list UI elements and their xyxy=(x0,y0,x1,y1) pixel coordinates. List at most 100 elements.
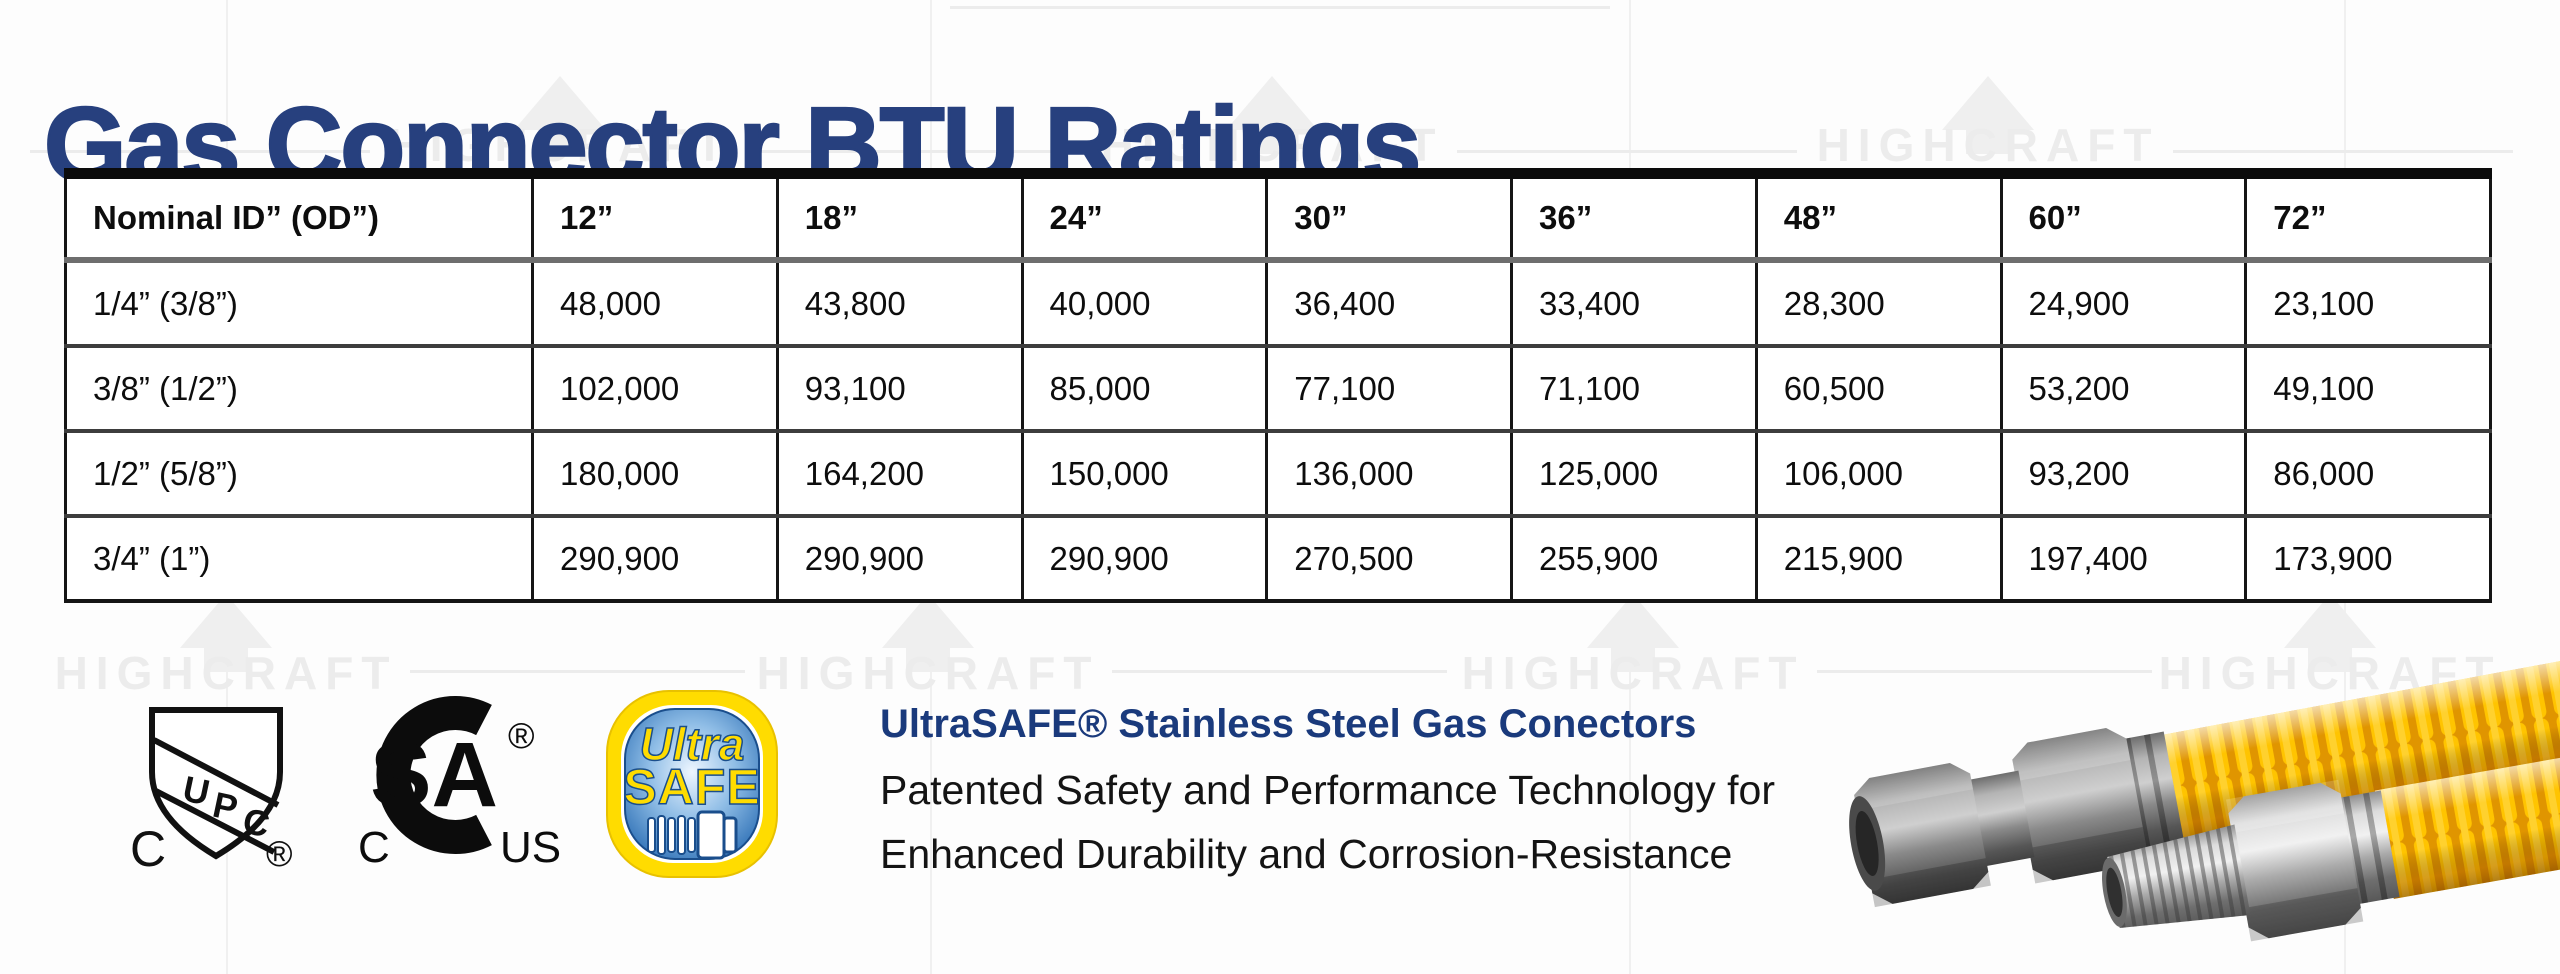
btu-value-cell: 215,900 xyxy=(1754,514,2001,601)
neck xyxy=(1967,770,2035,867)
highcraft-arrow-icon xyxy=(2284,594,2376,674)
watermark-dash xyxy=(410,670,745,673)
btu-value-cell: 150,000 xyxy=(1020,429,1267,516)
watermark-dash xyxy=(30,150,370,153)
table-row: 3/4” (1”) 290,900 290,900 290,900 270,500 255… xyxy=(65,514,2491,601)
btu-value-cell: 71,100 xyxy=(1510,344,1757,431)
btu-value-cell: 270,500 xyxy=(1265,514,1512,601)
btu-value-cell: 85,000 xyxy=(1020,344,1267,431)
highcraft-arrow-icon xyxy=(1226,76,1318,156)
csa-certification-logo: SA ® C US xyxy=(358,696,560,872)
row-label: 3/4” (1”) xyxy=(65,514,533,601)
btu-value-cell: 180,000 xyxy=(531,429,778,516)
table-row: 1/4” (3/8”) 48,000 43,800 40,000 36,400 33,40… xyxy=(66,260,2491,346)
highcraft-watermark: HIGHCRAFT xyxy=(54,647,398,699)
csa-monogram: SA xyxy=(370,724,498,826)
row-label: 1/4” (3/8”) xyxy=(93,284,238,322)
ultrasafe-line1: Ultra xyxy=(640,718,745,770)
btu-value-cell: 102,000 xyxy=(531,344,778,431)
btu-value-cell: 93,200 xyxy=(1999,429,2246,516)
watermark-dash xyxy=(1817,670,2152,673)
btu-value-cell: 77,100 xyxy=(1265,344,1512,431)
product-heading: UltraSAFE® Stainless Steel Gas Conectors xyxy=(880,702,1697,746)
hex-nut xyxy=(2012,727,2147,881)
highcraft-watermark: HIGHCRAFT xyxy=(1100,119,1444,171)
description-line1: Patented Safety and Performance Technolo… xyxy=(880,767,1775,813)
btu-value-cell: 36,400 xyxy=(1265,260,1512,346)
column-header: 36” xyxy=(1510,173,1757,263)
column-header: 24” xyxy=(1020,173,1267,263)
table-row: 3/8” (1/2”) 102,000 93,100 85,000 77,100 71,1… xyxy=(65,344,2491,431)
registered-trademark-icon: ® xyxy=(266,833,293,874)
btu-value-cell: 197,400 xyxy=(1999,514,2246,601)
table-body: 1/4” (3/8”) 48,000 43,800 40,000 36,400 33,40… xyxy=(65,260,2491,601)
ultrasafe-line2: SAFE xyxy=(623,759,760,815)
highcraft-arrow-icon xyxy=(180,594,272,674)
csa-c-mark: C xyxy=(358,823,390,872)
upper-connector xyxy=(1849,612,2560,908)
watermark-dash xyxy=(2173,150,2513,153)
column-header: 60” xyxy=(1999,173,2246,263)
upc-c-mark: C xyxy=(130,821,166,877)
highcraft-watermark: HIGHCRAFT xyxy=(756,647,1100,699)
upc-band-line xyxy=(152,787,276,855)
btu-value-cell: 60,500 xyxy=(1754,344,2001,431)
column-header: 48” xyxy=(1754,173,2001,263)
btu-value-cell: 93,100 xyxy=(775,344,1022,431)
btu-value-cell: 255,900 xyxy=(1510,514,1757,601)
watermark-dash xyxy=(950,6,1610,9)
product-description: Patented Safety and Performance Technolo… xyxy=(880,758,1775,886)
btu-value-cell: 28,300 xyxy=(1754,260,2001,346)
watermark-dash xyxy=(1457,150,1797,153)
btu-value-cell: 290,900 xyxy=(1020,514,1267,601)
upc-band-line xyxy=(152,737,280,808)
hex-nut xyxy=(2228,782,2361,939)
btu-value-cell: 164,200 xyxy=(775,429,1022,516)
watermark-dash xyxy=(1112,670,1447,673)
btu-value-cell: 125,000 xyxy=(1510,429,1757,516)
btu-value-cell: 86,000 xyxy=(2244,429,2491,516)
btu-value-cell: 43,800 xyxy=(775,260,1022,346)
female-flare-nut xyxy=(1854,763,1989,904)
btu-value-cell: 173,900 xyxy=(2244,514,2491,601)
btu-value-cell: 136,000 xyxy=(1265,429,1512,516)
btu-value-cell: 48,000 xyxy=(531,260,778,346)
column-header: 30” xyxy=(1265,173,1512,263)
connector-icon xyxy=(647,810,738,860)
column-header: Nominal ID” (OD”) xyxy=(65,173,533,263)
row-label: 3/8” (1/2”) xyxy=(65,344,533,431)
lower-connector xyxy=(2102,679,2560,942)
row-label: 1/2” (5/8”) xyxy=(65,429,533,516)
table-header-row: Nominal ID” (OD”) 12” 18” 24” 30” 36” 48” 60” 72… xyxy=(65,173,2491,263)
column-header: 18” xyxy=(775,173,1022,263)
highcraft-watermark: HIGHCRAFT xyxy=(388,119,732,171)
btu-value-cell: 49,100 xyxy=(2244,344,2491,431)
description-line2: Enhanced Durability and Corrosion-Resist… xyxy=(880,831,1733,877)
btu-value-cell: 23,100 xyxy=(2244,260,2491,346)
upc-certification-logo: U P C C ® xyxy=(130,707,293,877)
btu-value-cell: 53,200 xyxy=(1999,344,2246,431)
btu-value-cell: 106,000 xyxy=(1754,429,2001,516)
btu-value-cell: 290,900 xyxy=(775,514,1022,601)
product-photo xyxy=(1849,612,2560,942)
highcraft-arrow-icon xyxy=(882,594,974,674)
btu-value-cell: 40,000 xyxy=(1020,260,1267,346)
watermark-dash xyxy=(745,150,1085,153)
column-header: 12” xyxy=(531,173,778,263)
btu-value-cell: 24,900 xyxy=(1999,260,2246,346)
column-header: 72” xyxy=(2244,173,2491,263)
btu-value-cell: 290,900 xyxy=(531,514,778,601)
btu-ratings-table: Nominal ID” (OD”) 12” 18” 24” 30” 36” 48” 60” 72… xyxy=(64,168,2492,603)
highcraft-arrow-icon xyxy=(1942,76,2034,156)
csa-us-mark: US xyxy=(500,823,560,872)
registered-trademark-icon: ® xyxy=(508,715,535,756)
highcraft-watermark: HIGHCRAFT xyxy=(1461,647,1805,699)
ultrasafe-badge: Ultra SAFE xyxy=(606,690,778,878)
upc-shield xyxy=(149,707,283,860)
csa-c-ring xyxy=(376,696,492,854)
highcraft-arrow-icon xyxy=(514,76,606,156)
highcraft-arrow-icon xyxy=(1587,594,1679,674)
highcraft-watermark: HIGHCRAFT xyxy=(1816,119,2160,171)
